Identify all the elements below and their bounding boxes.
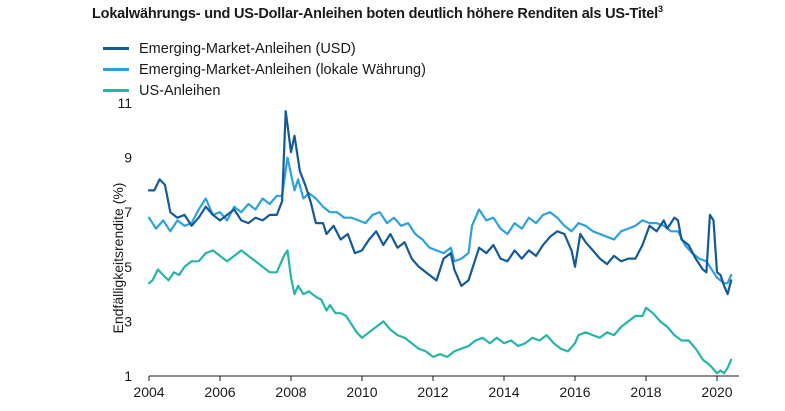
x-tick-label: 2006 — [204, 384, 235, 400]
series-line-us — [147, 249, 733, 375]
legend-label-em-usd: Emerging-Market-Anleihen (USD) — [139, 40, 356, 57]
series-line-em-usd — [147, 110, 733, 296]
x-tick-label: 2004 — [133, 384, 164, 400]
y-tick-label: 5 — [124, 259, 132, 275]
x-tick-label: 2014 — [488, 384, 519, 400]
chart-title: Lokalwährungs- und US-Dollar-Anleihen bo… — [92, 4, 663, 22]
legend-swatch-us — [103, 89, 129, 92]
y-tick-label: 3 — [124, 313, 132, 329]
x-tick-label: 2016 — [559, 384, 590, 400]
legend-swatch-em-usd — [103, 47, 129, 50]
x-tick-label: 2008 — [275, 384, 306, 400]
x-tick-label: 2020 — [701, 384, 732, 400]
legend-item-us: US-Anleihen — [103, 80, 426, 101]
legend: Emerging-Market-Anleihen (USD) Emerging-… — [103, 38, 426, 101]
legend-label-em-local: Emerging-Market-Anleihen (lokale Währung… — [139, 61, 426, 78]
legend-swatch-em-local — [103, 68, 129, 71]
legend-item-em-usd: Emerging-Market-Anleihen (USD) — [103, 38, 426, 59]
y-tick-label: 7 — [124, 204, 132, 220]
x-tick-label: 2012 — [417, 384, 448, 400]
y-tick-label: 1 — [124, 368, 132, 384]
legend-item-em-local: Emerging-Market-Anleihen (lokale Währung… — [103, 59, 426, 80]
x-tick-label: 2018 — [630, 384, 661, 400]
y-tick-label: 11 — [117, 95, 132, 111]
legend-label-us: US-Anleihen — [139, 82, 221, 99]
series-line-em-local — [147, 156, 733, 285]
x-tick-label: 2010 — [346, 384, 377, 400]
y-tick-label: 9 — [124, 150, 132, 166]
